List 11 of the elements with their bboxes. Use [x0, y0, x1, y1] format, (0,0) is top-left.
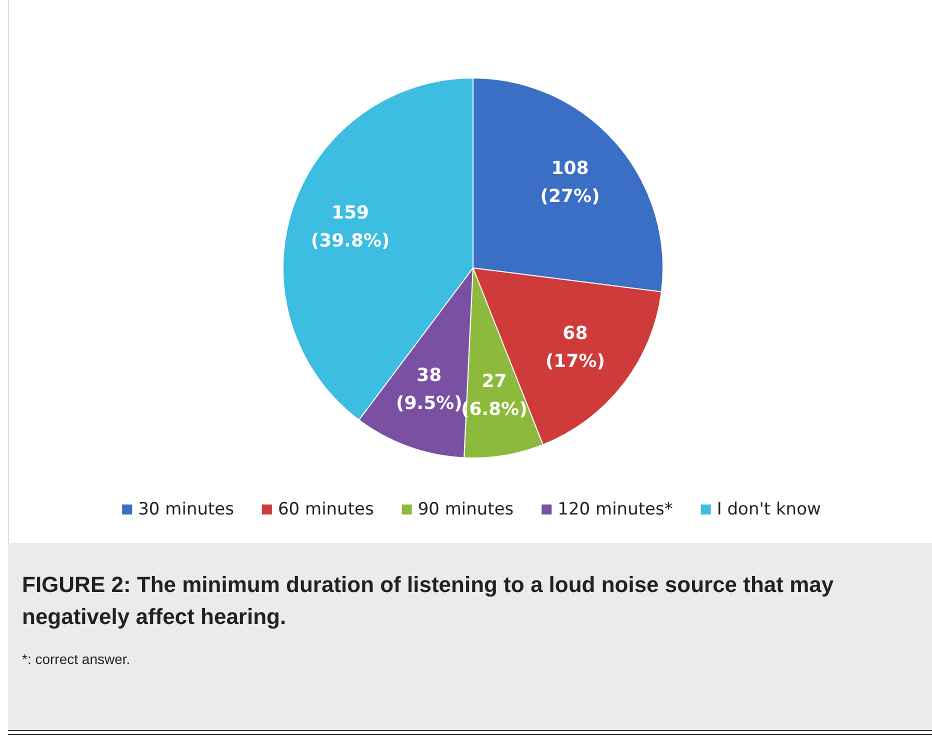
data-label: 159 (39.8%) [310, 202, 390, 252]
legend-label: I don't know [716, 500, 821, 520]
text: FIGURE 2: The minimum duration of listening to a loud noise source that may negatively affect hearing. [22, 571, 835, 631]
legend-label: 30 minutes [138, 500, 234, 520]
data-label: 68 (17%) [545, 322, 605, 372]
legend-label: 90 minutes [418, 500, 514, 520]
data-label: 38 (9.5%) [396, 365, 462, 414]
legend-label: 60 minutes [278, 500, 374, 520]
data-label: 108 (27%) [540, 158, 600, 207]
legend-label: 120 minutes* [558, 500, 673, 520]
text: *: correct answer. [22, 651, 132, 667]
